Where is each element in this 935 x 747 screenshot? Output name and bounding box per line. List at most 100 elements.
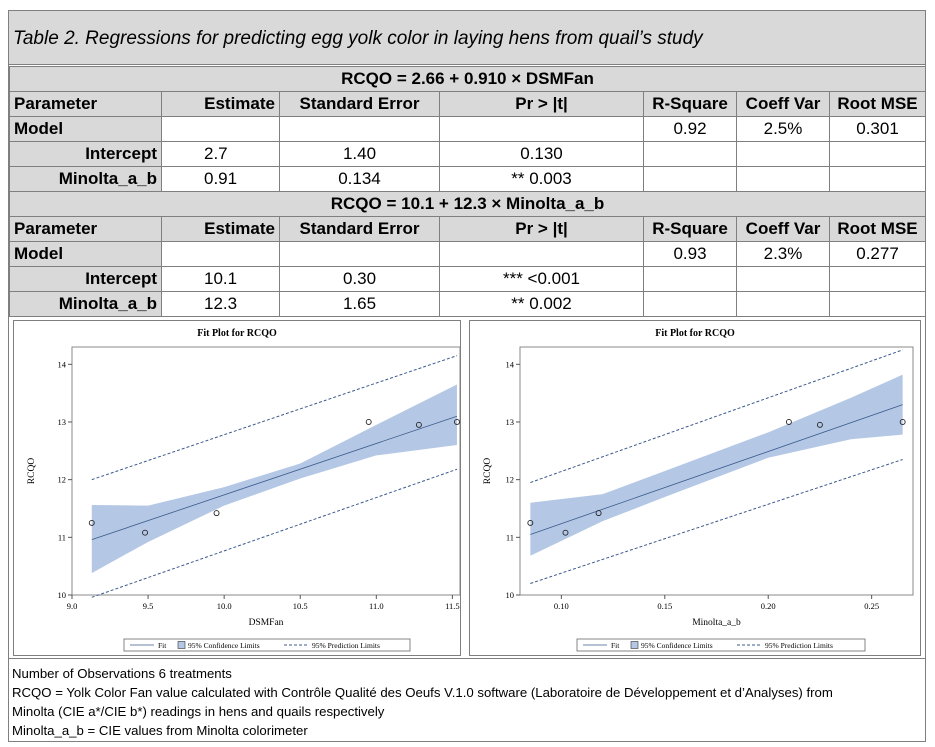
cell-root-mse: 0.301: [828, 116, 927, 142]
x-tick-label: 11.5: [445, 601, 460, 611]
footnote-line: RCQO = Yolk Color Fan value calculated w…: [12, 685, 833, 700]
x-tick-label: 10.5: [293, 601, 308, 611]
data-point: [213, 510, 220, 517]
cell-p-value: ** 0.003: [439, 166, 644, 192]
col-header-estimate: Estimate: [161, 91, 280, 117]
cell-empty: [828, 166, 927, 192]
fit-line: [530, 404, 903, 535]
header-row: Parameter Estimate Standard Error Pr > |…: [9, 91, 927, 117]
y-tick-label: 11: [58, 532, 66, 542]
col-header-parameter: Parameter: [9, 216, 162, 242]
row-label: Intercept: [9, 266, 162, 292]
cell-std-error: 0.30: [279, 266, 440, 292]
figure-panel: Table 2. Regressions for predicting egg …: [8, 10, 927, 742]
col-header-std-error: Standard Error: [279, 91, 440, 117]
cell-empty: [828, 141, 927, 167]
footnotes: Number of Observations 6 treatments RCQO…: [12, 664, 922, 740]
y-tick-label: 11: [506, 532, 514, 542]
data-point: [816, 421, 823, 428]
model-row: Model 0.92 2.5% 0.301: [9, 116, 927, 142]
legend-confidence-swatch: [177, 641, 186, 649]
fit-line: [91, 415, 458, 541]
col-header-std-error: Standard Error: [279, 216, 440, 242]
cell-p-value: 0.130: [439, 141, 644, 167]
data-point: [88, 519, 95, 526]
col-header-r-square: R-Square: [643, 216, 737, 242]
y-tick-label: 13: [58, 417, 67, 427]
x-tick-label: 0.10: [554, 601, 569, 611]
x-tick-label: 0.15: [657, 601, 672, 611]
col-header-root-mse: Root MSE: [828, 216, 927, 242]
col-header-p-value: Pr > |t|: [439, 216, 644, 242]
row-label: Minolta_a_b: [9, 291, 162, 317]
cell-root-mse: 0.277: [828, 241, 927, 267]
cell-empty: [643, 141, 737, 167]
legend-fit-label: Fit: [611, 641, 620, 650]
data-point: [899, 419, 906, 425]
row-label: Model: [9, 116, 162, 142]
col-header-coeff-var: Coeff Var: [736, 216, 830, 242]
y-axis-label: RCQO: [483, 458, 493, 485]
chart-title: Fit Plot for RCQO: [655, 328, 735, 339]
footnote-line: Number of Observations 6 treatments: [12, 666, 232, 681]
col-header-parameter: Parameter: [9, 91, 162, 117]
x-tick-label: 11.0: [369, 601, 384, 611]
x-tick-label: 9.5: [143, 601, 154, 611]
x-axis-label: DSMFan: [249, 618, 284, 628]
cell-coeff-var: 2.5%: [736, 116, 830, 142]
cell-empty: [439, 241, 644, 267]
cell-estimate: 12.3: [161, 291, 280, 317]
plot-area: [71, 346, 461, 596]
fit-plot-svg: Fit Plot for RCQO 10 11 12 13 14 9.0 9.5 10.0 10.…: [27, 328, 461, 652]
cell-empty: [161, 116, 280, 142]
cell-r-square: 0.93: [643, 241, 737, 267]
confidence-band: [530, 374, 903, 556]
data-point: [454, 419, 460, 425]
param-row: Intercept 2.7 1.40 0.130: [9, 141, 927, 167]
prediction-limit-upper: [530, 349, 903, 484]
cell-empty: [736, 166, 830, 192]
cell-p-value: ** 0.002: [439, 291, 644, 317]
cell-empty: [736, 141, 830, 167]
data-point: [142, 529, 148, 536]
fit-plot-minolta: Fit Plot for RCQO 10 11 12 13 14 0.10 0.15 0.20 0…: [469, 320, 921, 656]
y-tick-label: 10: [506, 590, 515, 600]
col-header-coeff-var: Coeff Var: [736, 91, 830, 117]
cell-estimate: 2.7: [161, 141, 280, 167]
fit-plot-svg: Fit Plot for RCQO 10 11 12 13 14 0.10 0.15 0.20 0…: [483, 328, 914, 652]
cell-empty: [643, 266, 737, 292]
y-tick-label: 14: [58, 359, 67, 369]
legend-fit-label: Fit: [158, 641, 167, 650]
legend-prediction-label: 95% Prediction Limits: [312, 641, 380, 650]
equation-row: RCQO = 2.66 + 0.910 × DSMFan: [8, 66, 927, 92]
y-axis-label: RCQO: [27, 458, 37, 485]
cell-estimate: 0.91: [161, 166, 280, 192]
cell-empty: [279, 241, 440, 267]
cell-p-value: *** <0.001: [439, 266, 644, 292]
x-tick-label: 0.20: [761, 601, 776, 611]
col-header-estimate: Estimate: [161, 216, 280, 242]
table-title: Table 2. Regressions for predicting egg …: [13, 28, 703, 49]
cell-empty: [643, 166, 737, 192]
col-header-root-mse: Root MSE: [828, 91, 927, 117]
model-row: Model 0.93 2.3% 0.277: [9, 241, 927, 267]
y-tick-label: 12: [58, 475, 67, 485]
cell-std-error: 0.134: [279, 166, 440, 192]
data-point: [562, 529, 569, 536]
cell-empty: [279, 116, 440, 142]
prediction-limit-upper: [91, 355, 458, 481]
row-label: Intercept: [9, 141, 162, 167]
cell-std-error: 1.40: [279, 141, 440, 167]
cell-empty: [828, 291, 927, 317]
param-row: Minolta_a_b 12.3 1.65 ** 0.002: [9, 291, 927, 317]
legend-confidence-label: 95% Confidence Limits: [641, 641, 713, 650]
legend-prediction-label: 95% Prediction Limits: [765, 641, 833, 650]
equation-row: RCQO = 10.1 + 12.3 × Minolta_a_b: [8, 191, 927, 217]
x-tick-label: 0.25: [864, 601, 879, 611]
prediction-limit-lower: [91, 468, 458, 598]
fit-plot-dsmfan: Fit Plot for RCQO 10 11 12 13 14 9.0 9.5 10.0 10.…: [13, 320, 461, 656]
data-point: [527, 519, 534, 526]
legend-confidence-label: 95% Confidence Limits: [188, 641, 260, 650]
equation-text: RCQO = 2.66 + 0.910 × DSMFan: [8, 66, 927, 92]
prediction-limit-lower: [530, 458, 903, 584]
